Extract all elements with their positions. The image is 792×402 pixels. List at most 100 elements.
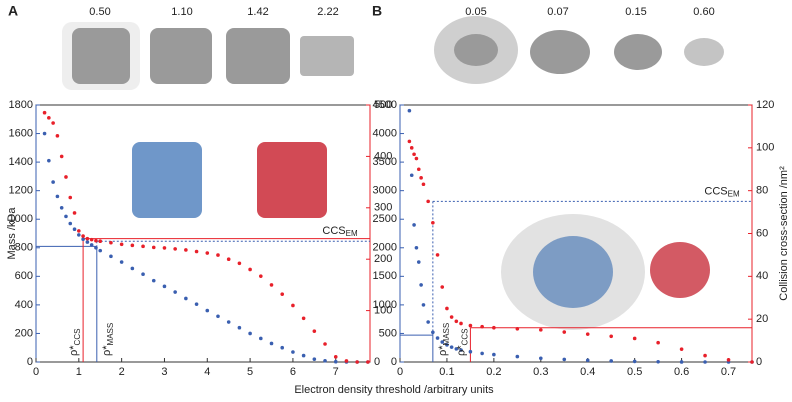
thumbnail-label: 0.50 <box>89 6 110 18</box>
data-point <box>89 237 94 242</box>
data-point <box>454 347 459 351</box>
y-tick-label: 2000 <box>373 242 397 254</box>
data-point <box>173 247 177 251</box>
data-point <box>414 245 419 250</box>
data-point <box>64 175 68 179</box>
data-point <box>333 355 338 359</box>
data-point <box>226 257 231 262</box>
data-point <box>416 260 421 264</box>
ccs-em-label: CCSEM <box>704 185 740 198</box>
data-point <box>51 180 55 184</box>
y2-tick-label: 100 <box>756 142 774 154</box>
data-point <box>130 243 135 248</box>
data-point <box>431 330 435 335</box>
data-point <box>301 316 306 321</box>
text-part: ρ* <box>437 345 449 356</box>
data-point <box>449 315 454 319</box>
data-point <box>47 158 51 163</box>
data-point <box>72 227 77 232</box>
data-point <box>68 195 73 200</box>
data-point <box>480 324 484 329</box>
data-point <box>269 341 274 346</box>
data-point <box>585 358 590 363</box>
x-tick-label: 6 <box>290 366 296 378</box>
x-tick-label: 0.3 <box>533 366 548 378</box>
data-point <box>162 246 167 250</box>
rho-mass-label: ρ*MASS <box>437 323 451 356</box>
data-point <box>301 353 306 358</box>
data-point <box>366 360 370 364</box>
data-point <box>109 240 113 245</box>
text-part: EM <box>728 189 740 198</box>
data-point <box>412 223 416 227</box>
data-point <box>344 359 349 363</box>
data-point <box>562 357 567 362</box>
x-tick-label: 1 <box>76 366 82 378</box>
data-point <box>421 182 426 187</box>
data-point <box>312 357 317 361</box>
data-point <box>750 360 754 364</box>
y-tick-label: 600 <box>15 270 33 282</box>
data-point <box>119 260 124 264</box>
y-tick-label: 0 <box>391 356 397 368</box>
data-point <box>291 350 295 354</box>
data-point <box>205 308 210 313</box>
data-point <box>151 245 156 250</box>
y-tick-label: 1000 <box>9 213 33 225</box>
text-part: EM <box>346 229 358 238</box>
x-tick-label: 2 <box>119 366 125 378</box>
text-part: CCS <box>73 329 82 346</box>
text-part: CCS <box>461 329 470 346</box>
data-point <box>492 352 496 357</box>
text-part: ρ* <box>68 345 80 356</box>
data-point <box>416 167 421 172</box>
data-point <box>355 360 359 364</box>
data-point <box>42 131 47 136</box>
data-point <box>445 343 449 347</box>
data-point <box>162 284 167 289</box>
data-point <box>419 283 423 287</box>
data-point <box>585 332 590 336</box>
data-point <box>81 237 85 242</box>
y-tick-label: 3000 <box>373 185 397 197</box>
x-tick-label: 5 <box>247 366 253 378</box>
data-point <box>421 303 426 307</box>
data-point <box>459 321 463 326</box>
data-point <box>323 359 327 363</box>
chart-panel: B 0.05 0.07 0.15 0.60 0 0.1 0.2 0.3 0.4 0.5 0.6 0.7 0… <box>372 3 790 378</box>
panel-label: A <box>8 3 18 19</box>
data-point <box>431 220 435 225</box>
data-point <box>609 359 613 363</box>
data-point <box>59 206 64 210</box>
data-point <box>409 173 414 178</box>
text-part: ρ* <box>101 345 113 356</box>
data-point <box>130 266 135 271</box>
data-point <box>68 221 73 226</box>
data-point <box>407 108 412 113</box>
data-point <box>85 240 90 244</box>
y-tick-label: 0 <box>27 356 33 368</box>
data-point <box>454 319 459 324</box>
data-point <box>216 253 220 257</box>
thumbnail-label: 0.15 <box>625 6 646 18</box>
data-point <box>98 248 103 253</box>
y2-tick-label: 40 <box>756 270 768 282</box>
data-point <box>656 359 660 364</box>
data-point <box>141 272 145 276</box>
data-point <box>440 285 445 289</box>
x-tick-label: 0.5 <box>627 366 642 378</box>
data-point <box>419 176 423 180</box>
data-point <box>539 356 543 361</box>
data-point <box>194 249 199 254</box>
data-point <box>141 244 145 249</box>
ccs-em-label: CCSEM <box>322 225 358 238</box>
y-tick-label: 2500 <box>373 213 397 225</box>
data-point <box>184 296 188 301</box>
data-point <box>269 283 274 287</box>
y-tick-label: 800 <box>15 242 33 254</box>
data-point <box>59 154 64 159</box>
y2-tick-label: 200 <box>374 253 392 265</box>
data-point <box>632 336 637 341</box>
panel-label: B <box>372 3 382 19</box>
rho-ccs-label: ρ*CCS <box>68 329 82 356</box>
